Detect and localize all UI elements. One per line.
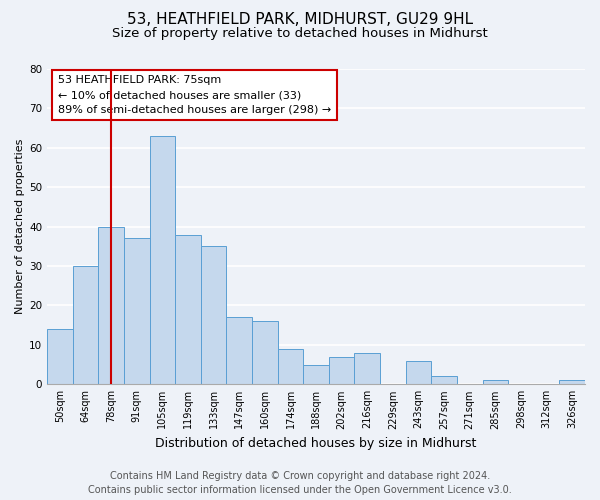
Bar — [201, 246, 226, 384]
Bar — [559, 380, 585, 384]
Bar — [329, 356, 355, 384]
Bar — [431, 376, 457, 384]
Bar — [278, 349, 303, 384]
X-axis label: Distribution of detached houses by size in Midhurst: Distribution of detached houses by size … — [155, 437, 477, 450]
Bar — [406, 360, 431, 384]
Y-axis label: Number of detached properties: Number of detached properties — [15, 139, 25, 314]
Bar — [47, 329, 73, 384]
Bar — [303, 364, 329, 384]
Bar — [226, 318, 252, 384]
Text: Size of property relative to detached houses in Midhurst: Size of property relative to detached ho… — [112, 28, 488, 40]
Bar — [355, 353, 380, 384]
Bar — [124, 238, 149, 384]
Bar — [98, 226, 124, 384]
Bar — [175, 234, 201, 384]
Text: 53 HEATHFIELD PARK: 75sqm
← 10% of detached houses are smaller (33)
89% of semi-: 53 HEATHFIELD PARK: 75sqm ← 10% of detac… — [58, 76, 331, 115]
Bar — [149, 136, 175, 384]
Bar — [482, 380, 508, 384]
Bar — [252, 321, 278, 384]
Text: Contains HM Land Registry data © Crown copyright and database right 2024.
Contai: Contains HM Land Registry data © Crown c… — [88, 471, 512, 495]
Bar — [73, 266, 98, 384]
Text: 53, HEATHFIELD PARK, MIDHURST, GU29 9HL: 53, HEATHFIELD PARK, MIDHURST, GU29 9HL — [127, 12, 473, 28]
